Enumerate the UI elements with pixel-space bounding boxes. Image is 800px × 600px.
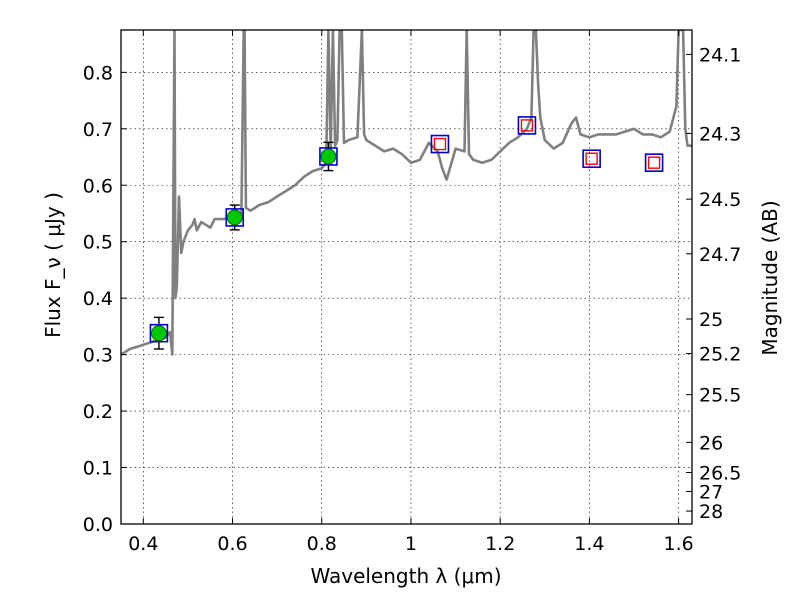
x-tick-label: 0.4 xyxy=(128,533,158,555)
x-axis-title: Wavelength λ (μm) xyxy=(310,564,501,588)
y2-tick-label: 27 xyxy=(699,482,723,504)
model-flux-square xyxy=(319,147,338,166)
model-sed-line xyxy=(121,30,692,356)
upper-limit-square xyxy=(520,119,534,132)
detection-point xyxy=(151,325,167,342)
photometry-points xyxy=(149,116,664,350)
x-tick-label: 0.6 xyxy=(217,533,247,555)
y2-tick-label: 24.5 xyxy=(699,189,741,211)
x-tick-label: 0.8 xyxy=(307,533,337,555)
y2-tick-label: 25.2 xyxy=(699,344,741,366)
x-tick-label: 1 xyxy=(405,533,417,555)
model-sed xyxy=(121,30,692,356)
y2-tick-label: 25.5 xyxy=(699,385,741,407)
y2-tick-label: 26.5 xyxy=(699,463,741,485)
y-tick-label: 0.5 xyxy=(83,232,113,254)
y-tick-label: 0.1 xyxy=(83,458,113,480)
y-axis-title: Flux F_ν ( μJy ) xyxy=(41,192,65,338)
x-tick-label: 1.4 xyxy=(574,533,604,555)
y-tick-label: 0.7 xyxy=(83,119,113,141)
detection-point xyxy=(320,148,337,165)
y2-tick-label: 25 xyxy=(699,309,723,331)
axis-ticks: 0.4 0.6 0.8 1 1.2 1.4 1.6 0.0 0.1 0.2 0.3 0.4 0.5 0.6… xyxy=(83,30,741,555)
y2-axis-title: Magnitude (AB) xyxy=(758,200,782,355)
upper-limit-square xyxy=(647,156,661,169)
y2-tick-label: 24.7 xyxy=(699,244,741,266)
detection-point xyxy=(226,209,243,226)
model-flux-square xyxy=(149,323,169,343)
upper-limit-square xyxy=(585,152,598,165)
model-flux-square xyxy=(430,134,450,154)
y-tick-label: 0.6 xyxy=(83,175,113,197)
model-flux-square xyxy=(517,116,537,135)
y-tick-label: 0.2 xyxy=(83,401,113,423)
y-tick-label: 0.0 xyxy=(83,514,113,536)
plot-frame xyxy=(120,29,693,525)
y2-tick-label: 24.1 xyxy=(699,44,741,66)
model-flux-square xyxy=(644,153,664,172)
y2-tick-label: 24.3 xyxy=(699,123,741,145)
y-tick-label: 0.8 xyxy=(83,62,113,84)
y2-tick-label: 26 xyxy=(699,432,723,454)
x-tick-label: 1.2 xyxy=(485,533,515,555)
y2-tick-label: 28 xyxy=(699,501,723,523)
y-tick-label: 0.4 xyxy=(83,288,113,310)
upper-limit-square xyxy=(433,137,447,151)
y-tick-label: 0.3 xyxy=(83,345,113,367)
x-tick-label: 1.6 xyxy=(664,533,694,555)
model-flux-square xyxy=(582,149,601,169)
plot-background xyxy=(121,30,692,524)
model-flux-square xyxy=(225,208,245,227)
